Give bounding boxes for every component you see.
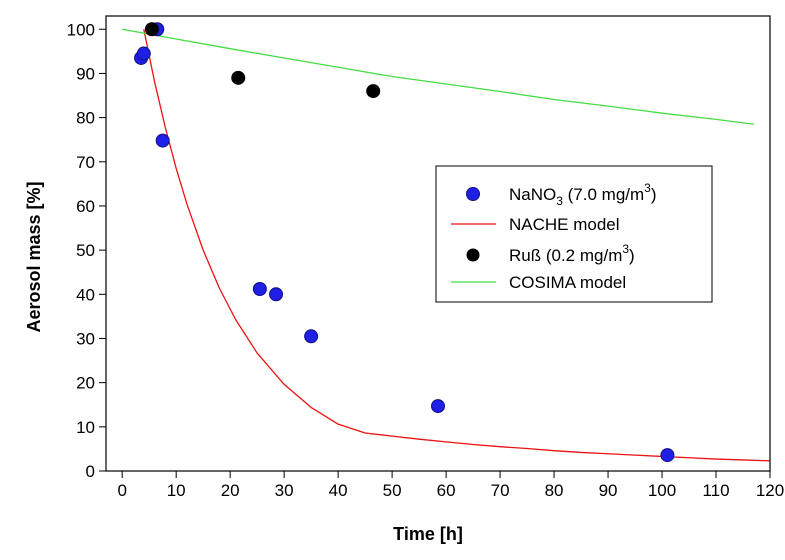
- russ-data-point: [366, 84, 381, 99]
- y-tick-label: 70: [76, 153, 95, 172]
- y-tick-label: 100: [67, 20, 95, 39]
- x-tick-label: 90: [599, 481, 618, 500]
- y-tick-label: 10: [76, 418, 95, 437]
- legend-box: [435, 165, 713, 303]
- x-tick-label: 120: [756, 481, 784, 500]
- nano3-data-point: [155, 133, 170, 148]
- y-tick-label: 20: [76, 374, 95, 393]
- legend-label-nache: NACHE model: [509, 215, 620, 234]
- nano3-data-point: [269, 287, 284, 302]
- plot-frame: [105, 15, 771, 472]
- axes: 0 10 20 30 40 50 60 70 80 90 100 110 120 0 10 20 30 40 50 6…: [67, 15, 784, 500]
- y-tick-label: 50: [76, 241, 95, 260]
- x-tick-label: 20: [221, 481, 240, 500]
- y-tick-label: 60: [76, 197, 95, 216]
- nano3-data-point: [431, 399, 445, 414]
- y-tick-label: 80: [76, 109, 95, 128]
- nano3-data-point: [252, 282, 267, 296]
- legend-label-nano3: NaNO3 (7.0 mg/m3): [509, 181, 657, 208]
- legend-marker-russ: [466, 248, 480, 262]
- x-tick-label: 40: [329, 481, 348, 500]
- plot-area: [122, 22, 771, 463]
- y-tick-label: 40: [76, 285, 95, 304]
- nano3-data-point: [660, 448, 675, 463]
- nano3-data-point: [304, 329, 319, 344]
- legend-label-cosima: COSIMA model: [509, 273, 626, 292]
- x-tick-label: 50: [383, 481, 402, 500]
- legend-label-russ: Ruß (0.2 mg/m3): [509, 242, 635, 265]
- x-tick-label: 30: [275, 481, 294, 500]
- x-tick-label: 10: [167, 481, 186, 500]
- legend: NaNO3 (7.0 mg/m3) NACHE model Ruß (0.2 m…: [435, 165, 713, 303]
- x-tick-label: 110: [702, 481, 729, 500]
- nache-model-line: [143, 29, 771, 462]
- nano3-data-point: [136, 46, 151, 61]
- russ-data-point: [231, 70, 246, 85]
- x-tick-label: 70: [491, 481, 510, 500]
- y-tick-label: 0: [86, 462, 95, 481]
- y-axis-title: Aerosol mass [%]: [24, 181, 44, 332]
- y-tick-label: 90: [76, 64, 95, 83]
- cosima-model-line: [122, 28, 754, 125]
- russ-data-point: [144, 22, 159, 37]
- x-tick-label: 0: [117, 481, 126, 500]
- legend-marker-nano3: [466, 187, 480, 201]
- y-tick-label: 30: [76, 329, 95, 348]
- x-tick-label: 60: [437, 481, 456, 500]
- x-tick-label: 100: [648, 481, 676, 500]
- x-tick-label: 80: [545, 481, 564, 500]
- x-axis-title: Time [h]: [393, 524, 463, 544]
